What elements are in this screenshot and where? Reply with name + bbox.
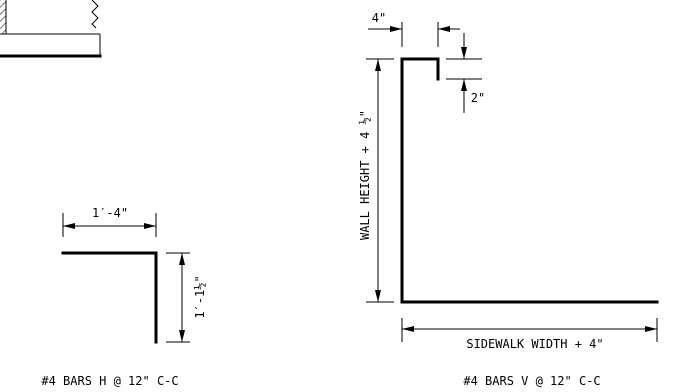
vertical-bar-detail: 4" 2" WALL HEIGHT + 4 ½": [358, 11, 659, 388]
dim-side-label: 1′-1½": [193, 275, 207, 318]
wall-section-fragment: [0, 0, 102, 58]
dim-sidewalk-width: SIDEWALK WIDTH + 4": [401, 318, 658, 351]
dim-hook-width-label: 4": [372, 11, 386, 25]
caption-h-bars: #4 BARS H @ 12" C-C: [41, 374, 178, 388]
dim-side-length: 1′-1½": [166, 252, 207, 343]
bent-bar-v: [400, 57, 659, 304]
dim-hook-drop: 2": [446, 33, 485, 113]
dim-sidewalk-width-label: SIDEWALK WIDTH + 4": [466, 337, 603, 351]
dim-wall-height-label: WALL HEIGHT + 4 ½": [358, 110, 372, 240]
dim-top-length: 1′-4": [62, 206, 157, 237]
dim-hook-width: 4": [368, 11, 460, 47]
caption-v-bars: #4 BARS V @ 12" C-C: [463, 374, 600, 388]
horizontal-bar-detail: 1′-4" 1′-1½" #4 BARS H @ 12" C-C: [41, 206, 207, 388]
dim-top-label: 1′-4": [92, 206, 128, 220]
bent-bar-h: [61, 251, 158, 344]
dim-wall-height: WALL HEIGHT + 4 ½": [358, 58, 394, 303]
dim-hook-drop-label: 2": [471, 91, 485, 105]
